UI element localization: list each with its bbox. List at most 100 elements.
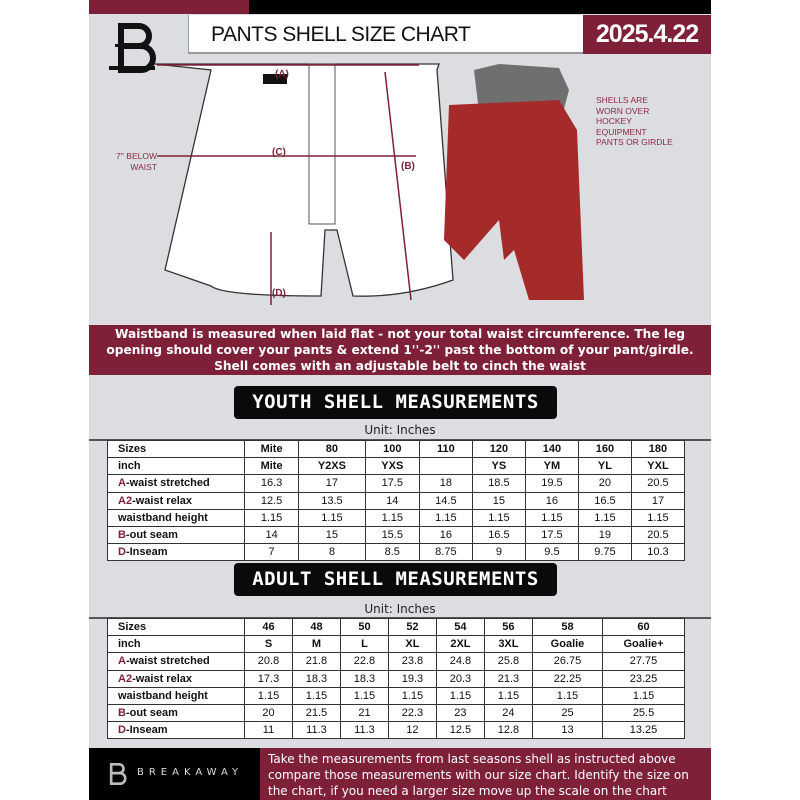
table-row: B-out seam 20 21.5 21 22.3 23 24 25 25.5: [107, 703, 685, 723]
adult-table: Sizes 46 48 50 52 54 56 58 60 inch S M L XL 2XL 3XL Goal…: [107, 617, 685, 740]
table-cell: 1.15: [602, 686, 685, 705]
table-cell: Goalie: [531, 635, 604, 654]
table-cell: 11.3: [339, 721, 389, 740]
table-cell: 50: [339, 617, 389, 637]
table-cell: 1.15: [244, 686, 293, 705]
table-cell: 20.8: [244, 652, 293, 671]
row-label-text: -waist relax: [132, 494, 192, 507]
table-cell: 22.8: [339, 652, 389, 671]
brand-name: BREAKAWAY: [137, 767, 244, 778]
table-cell: 100: [364, 439, 420, 459]
label-d: (D): [272, 288, 286, 299]
table-cell: S: [244, 635, 293, 654]
table-row: A2-waist relax 12.5 13.5 14 14.5 15 16 16.5 17: [107, 491, 686, 510]
row-label-prefix: D: [118, 724, 126, 737]
table-cell: YXS: [364, 457, 420, 476]
footer-instructions: Take the measurements from last seasons …: [260, 748, 711, 800]
table-cell: 21: [339, 703, 389, 723]
table-cell: 17.3: [244, 669, 293, 688]
row-label-text: -Inseam: [125, 724, 168, 737]
table-cell: YXL: [630, 457, 686, 476]
shell-worn-note: SHELLS ARE WORN OVER HOCKEY EQUIPMENT PA…: [596, 95, 673, 147]
table-cell: 14.5: [418, 491, 473, 510]
title-box: PANTS SHELL SIZE CHART: [188, 15, 584, 54]
table-cell: 8: [298, 543, 366, 562]
table-row: waistband height 1.15 1.15 1.15 1.15 1.15 1.15…: [107, 508, 686, 527]
youth-section-title: YOUTH SHELL MEASUREMENTS: [234, 386, 557, 419]
table-cell: 15: [298, 525, 366, 545]
row-label-text: inch: [118, 460, 141, 473]
shell-pants-image: [444, 100, 584, 300]
table-cell: 9.75: [577, 543, 632, 562]
row-label-text: Sizes: [118, 443, 147, 456]
table-cell: 140: [524, 439, 579, 459]
row-label-prefix: D: [118, 546, 126, 559]
table-cell: 160: [577, 439, 632, 459]
table-cell: 16.5: [577, 491, 632, 510]
table-cell: 3XL: [483, 635, 533, 654]
table-cell: 25.8: [483, 652, 533, 671]
table-row: waistband height 1.15 1.15 1.15 1.15 1.15 1.15…: [107, 686, 685, 705]
table-cell: 1.15: [418, 508, 473, 527]
table-cell: 1.15: [364, 508, 420, 527]
table-cell: 18.5: [471, 474, 526, 493]
table-cell: 56: [483, 617, 533, 637]
table-cell: 16: [524, 491, 579, 510]
table-cell: 80: [298, 439, 366, 459]
table-cell: 18.3: [291, 669, 341, 688]
table-cell: Goalie+: [602, 635, 685, 654]
row-label: A-waist stretched: [107, 474, 245, 493]
table-cell: 1.15: [435, 686, 485, 705]
table-cell: 11: [244, 721, 293, 740]
row-label: D-Inseam: [107, 721, 245, 740]
table-cell: 58: [531, 617, 604, 637]
table-cell: 9: [471, 543, 526, 562]
row-label-prefix: B: [118, 529, 126, 542]
table-cell: 17.5: [524, 525, 579, 545]
row-label: inch: [107, 457, 245, 476]
table-cell: L: [339, 635, 389, 654]
row-label: B-out seam: [107, 703, 245, 723]
table-cell: 16.3: [243, 474, 300, 493]
table-cell: 18.3: [339, 669, 389, 688]
table-cell: 1.15: [387, 686, 437, 705]
table-cell: 12.5: [435, 721, 485, 740]
row-label-text: waistband height: [118, 689, 208, 702]
table-cell: 48: [291, 617, 341, 637]
row-label-text: -out seam: [125, 529, 178, 542]
top-bar: [249, 0, 711, 14]
table-cell: 20.3: [435, 669, 485, 688]
table-cell: 20: [244, 703, 293, 723]
table-cell: 20.5: [630, 474, 686, 493]
table-cell: 14: [243, 525, 300, 545]
measurement-banner: Waistband is measured when laid flat - n…: [89, 325, 711, 375]
table-cell: 110: [418, 439, 473, 459]
table-cell: 27.75: [602, 652, 685, 671]
youth-unit: Unit: Inches: [364, 423, 436, 437]
row-label: A-waist stretched: [107, 652, 245, 671]
table-cell: 11.3: [291, 721, 341, 740]
table-cell: YL: [577, 457, 632, 476]
row-label-text: Sizes: [118, 621, 147, 634]
table-cell: 54: [435, 617, 485, 637]
row-label-text: inch: [118, 638, 141, 651]
row-label-text: -waist stretched: [125, 655, 210, 668]
table-cell: 13.5: [298, 491, 366, 510]
table-row: D-Inseam 7 8 8.5 8.75 9 9.5 9.75 10.3: [107, 543, 686, 562]
row-label: inch: [107, 635, 245, 654]
table-cell: 1.15: [577, 508, 632, 527]
table-cell: 12: [387, 721, 437, 740]
table-row: A-waist stretched 20.8 21.8 22.8 23.8 24.8 25.…: [107, 652, 685, 671]
shorts-diagram: [154, 63, 584, 305]
table-cell: 1.15: [298, 508, 366, 527]
row-label: waistband height: [107, 508, 245, 527]
page-title: PANTS SHELL SIZE CHART: [211, 23, 471, 46]
table-cell: 13: [531, 721, 604, 740]
table-cell: 23: [435, 703, 485, 723]
table-cell: 21.3: [483, 669, 533, 688]
table-cell: 25.5: [602, 703, 685, 723]
below-waist-note: 7'' BELOW WAIST: [115, 151, 157, 172]
table-cell: 24: [483, 703, 533, 723]
row-label: waistband height: [107, 686, 245, 705]
table-cell: 21.5: [291, 703, 341, 723]
